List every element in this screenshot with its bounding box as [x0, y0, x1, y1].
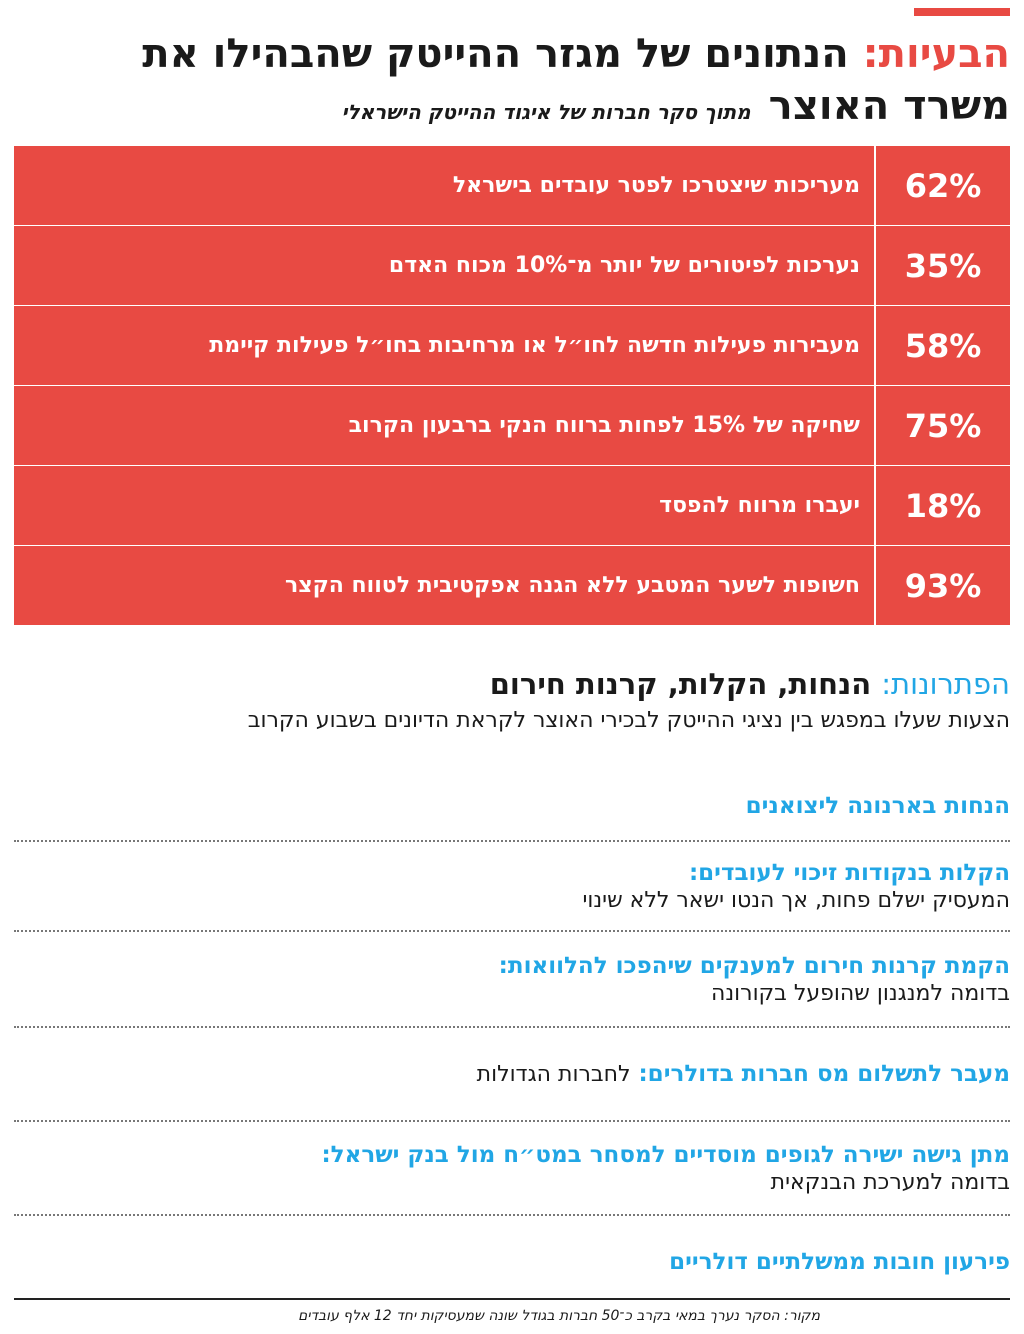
solution-desc: המעסיק ישלם פחות, אך הנטו ישאר ללא שינוי	[582, 887, 1010, 913]
solution-title: מעבר לתשלום מס חברות בדולרים:	[638, 1061, 1010, 1087]
solutions-title-text: הנחות, הקלות, קרנות חירום	[489, 667, 882, 701]
header: הבעיות: הנתונים של מגזר ההייטק שהבהילו א…	[14, 28, 1010, 132]
problem-text: יעברו מרווח להפסד	[659, 493, 860, 518]
problem-row: 58% מעבירות פעילות חדשה לחו״ל או מרחיבות…	[14, 306, 1010, 386]
solution-item: הקמת קרנות חירום למענקים שיהפכו להלוואות…	[14, 932, 1010, 1028]
problem-percent: 58%	[874, 306, 1010, 385]
title-line2-row: משרד האוצר מתוך סקר חברות של איגוד ההייט…	[14, 80, 1010, 132]
solution-desc: בדומה למנגנון שהופעל בקורונה	[710, 980, 1010, 1006]
problems-label: הבעיות:	[862, 31, 1010, 77]
problem-text: שחיקה של 15% לפחות ברווח הנקי ברבעון הקר…	[348, 413, 860, 438]
problem-percent: 62%	[874, 146, 1010, 225]
source-note: מקור: הסקר נערך במאי בקרב כ־50 חברות בגו…	[297, 1308, 820, 1324]
problem-text: מעריכות שיצטרכו לפטר עובדים בישראל	[452, 173, 860, 198]
title-line2: משרד האוצר	[768, 83, 1010, 129]
problem-row: 35% נערכות לפיטורים של יותר מ־10% מכוח ה…	[14, 226, 1010, 306]
problem-percent: 93%	[874, 546, 1010, 625]
solution-desc: בדומה למערכת הבנקאית	[770, 1169, 1010, 1195]
problem-row: 62% מעריכות שיצטרכו לפטר עובדים בישראל	[14, 146, 1010, 226]
solutions-title: הפתרונות: הנחות, הקלות, קרנות חירום	[14, 664, 1010, 704]
solution-item: מתן גישה ישירה לגופים מוסדיים למסחר במט״…	[14, 1122, 1010, 1216]
problem-row: 75% שחיקה של 15% לפחות ברווח הנקי ברבעון…	[14, 386, 1010, 466]
solutions-label: הפתרונות:	[881, 667, 1010, 701]
page-title: הבעיות: הנתונים של מגזר ההייטק שהבהילו א…	[14, 28, 1010, 80]
problem-percent: 18%	[874, 466, 1010, 545]
solution-title: פירעון חובות ממשלתיים דולריים	[669, 1249, 1010, 1275]
solutions-subtitle: הצעות שעלו במפגש בין נציגי ההייטק לבכירי…	[247, 708, 1010, 733]
solution-inline-row: מעבר לתשלום מס חברות בדולרים: לחברות הגד…	[14, 1061, 1010, 1087]
footer-divider	[14, 1298, 1010, 1300]
solutions-header: הפתרונות: הנחות, הקלות, קרנות חירום הצעו…	[14, 664, 1010, 738]
page-subtitle: מתוך סקר חברות של איגוד ההייטק הישראלי	[341, 100, 751, 124]
title-line1: הנתונים של מגזר ההייטק שהבהילו את	[142, 31, 863, 77]
problem-row: 18% יעברו מרווח להפסד	[14, 466, 1010, 546]
solution-item: מעבר לתשלום מס חברות בדולרים: לחברות הגד…	[14, 1028, 1010, 1122]
problem-row: 93% חשופות לשער המטבע ללא הגנה אפקטיבית …	[14, 546, 1010, 625]
problem-text: נערכות לפיטורים של יותר מ־10% מכוח האדם	[388, 253, 860, 278]
problems-table: 62% מעריכות שיצטרכו לפטר עובדים בישראל 3…	[14, 146, 1010, 625]
solution-title: הקמת קרנות חירום למענקים שיהפכו להלוואות…	[498, 952, 1010, 979]
solution-item: פירעון חובות ממשלתיים דולריים	[14, 1216, 1010, 1308]
solution-title: מתן גישה ישירה לגופים מוסדיים למסחר במט״…	[321, 1141, 1010, 1168]
solution-title: הקלות בנקודות זיכוי לעובדים:	[688, 859, 1010, 886]
problem-percent: 35%	[874, 226, 1010, 305]
solution-desc: לחברות הגדולות	[476, 1062, 631, 1087]
solutions-list: הנחות בארנונה ליצואנים הקלות בנקודות זיכ…	[14, 772, 1010, 1308]
solution-title: הנחות בארנונה ליצואנים	[745, 793, 1010, 819]
problem-percent: 75%	[874, 386, 1010, 465]
solution-item: הנחות בארנונה ליצואנים	[14, 772, 1010, 842]
problem-text: מעבירות פעילות חדשה לחו״ל או מרחיבות בחו…	[209, 333, 860, 358]
problem-text: חשופות לשער המטבע ללא הגנה אפקטיבית לטוו…	[284, 573, 860, 598]
top-accent-bar	[914, 8, 1010, 16]
solution-item: הקלות בנקודות זיכוי לעובדים: המעסיק ישלם…	[14, 842, 1010, 932]
